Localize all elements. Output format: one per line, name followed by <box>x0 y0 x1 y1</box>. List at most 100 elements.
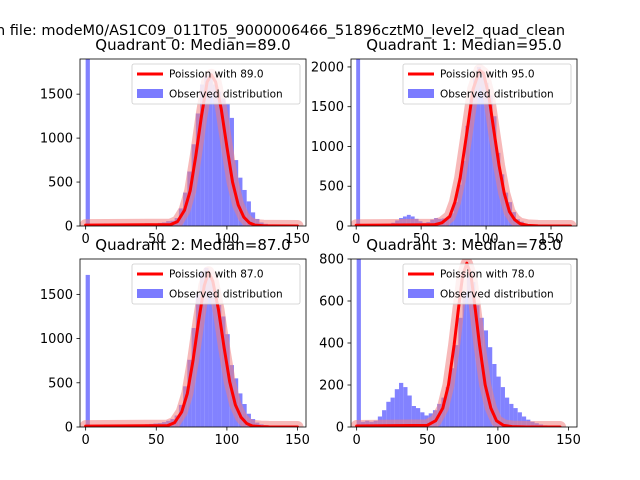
y-tick-label: 500 <box>319 180 344 195</box>
legend-hist-swatch <box>408 289 434 298</box>
legend-hist-swatch <box>408 89 434 98</box>
legend-poisson-label: Poission with 95.0 <box>440 69 535 81</box>
legend-hist-swatch <box>137 89 163 98</box>
y-tick-label: 1000 <box>40 332 73 347</box>
legend-poisson-label: Poission with 87.0 <box>169 269 264 281</box>
legend: Poission with 95.0 Observed distribution <box>402 63 572 105</box>
histogram-bar <box>465 125 470 226</box>
quadrant-0-title: Quadrant 0: Median=89.0 <box>95 36 290 54</box>
legend-hist-label: Observed distribution <box>169 89 283 101</box>
axes-frame <box>79 58 307 227</box>
histogram-bar <box>85 59 90 226</box>
x-tick-label: 0 <box>82 433 90 448</box>
x-tick-label: 50 <box>148 433 165 448</box>
histogram-bar <box>484 82 489 226</box>
legend-hist-label: Observed distribution <box>440 289 554 301</box>
x-tick-label: 150 <box>285 232 310 247</box>
legend-box <box>131 63 301 105</box>
histogram-bar <box>217 304 222 427</box>
histogram-bar <box>504 397 510 427</box>
legend-box <box>131 263 301 305</box>
x-tick-label: 50 <box>148 232 165 247</box>
y-tick-label: 1000 <box>40 132 73 147</box>
histogram-bar <box>458 317 463 427</box>
legend: Poission with 89.0 Observed distribution <box>131 63 301 105</box>
y-tick-label: 400 <box>319 337 344 352</box>
axes-frame <box>350 58 578 227</box>
histogram-bar <box>476 66 481 226</box>
histogram-bar <box>200 271 205 427</box>
histogram-bar <box>469 98 474 226</box>
histogram-bar <box>212 289 218 427</box>
legend-poisson-label: Poission with 78.0 <box>440 269 535 281</box>
legend-hist-swatch <box>137 289 163 298</box>
x-tick-label: 150 <box>539 232 564 247</box>
y-tick-label: 0 <box>65 421 73 436</box>
quadrant-1-title: Quadrant 1: Median=95.0 <box>366 36 561 54</box>
histogram-bar <box>403 387 408 427</box>
histogram-bar <box>386 401 391 427</box>
y-tick-label: 0 <box>336 220 344 235</box>
y-tick-label: 800 <box>319 253 344 268</box>
histogram-bar <box>496 376 501 427</box>
x-tick-label: 50 <box>419 433 436 448</box>
axes-frame <box>79 258 307 428</box>
y-tick-label: 1500 <box>40 88 73 103</box>
y-tick-label: 500 <box>48 176 73 191</box>
y-tick-label: 600 <box>319 295 344 310</box>
y-tick-label: 2000 <box>311 60 344 75</box>
histogram-bar <box>390 397 395 427</box>
histogram-bar <box>473 78 477 226</box>
y-tick-label: 1500 <box>40 288 73 303</box>
legend-poisson-label: Poission with 89.0 <box>169 69 264 81</box>
x-tick-label: 100 <box>214 433 239 448</box>
y-tick-label: 1500 <box>311 100 344 115</box>
histogram-bar <box>204 267 209 427</box>
histogram-bar <box>461 160 466 226</box>
quadrant-2-title: Quadrant 2: Median=87.0 <box>95 236 290 254</box>
histogram-bar <box>415 408 421 427</box>
histogram-bar <box>454 345 459 427</box>
x-tick-label: 0 <box>353 433 361 448</box>
histogram-bar <box>462 292 467 427</box>
y-tick-label: 500 <box>48 376 73 391</box>
x-tick-label: 100 <box>485 433 510 448</box>
histogram-bar <box>394 389 400 427</box>
x-tick-label: 150 <box>556 433 581 448</box>
histogram-bar <box>356 259 361 427</box>
histogram-bar <box>466 275 472 427</box>
histogram-bars <box>356 259 565 427</box>
histogram-bar <box>208 276 213 427</box>
x-tick-label: 100 <box>474 232 499 247</box>
x-tick-label: 150 <box>285 433 310 448</box>
histogram-bar <box>471 282 476 427</box>
histogram-bar <box>212 84 218 226</box>
histogram-bar <box>488 95 493 226</box>
histogram-bar <box>509 403 514 427</box>
histogram-bar <box>217 91 222 226</box>
histogram-bar <box>200 84 205 226</box>
histogram-bar <box>208 73 213 226</box>
legend: Poission with 78.0 Observed distribution <box>402 263 572 305</box>
legend-hist-label: Observed distribution <box>169 289 283 301</box>
histogram-bar <box>204 76 209 226</box>
x-tick-label: 0 <box>82 232 90 247</box>
x-tick-label: 100 <box>214 232 239 247</box>
histogram-bar <box>399 382 404 427</box>
x-tick-label: 50 <box>413 232 430 247</box>
x-tick-label: 0 <box>352 232 360 247</box>
histogram-bar <box>517 412 522 427</box>
histogram-bar <box>407 395 412 427</box>
histogram-bar <box>382 410 387 427</box>
histogram-bar <box>85 274 90 427</box>
histogram-bar <box>449 368 455 427</box>
y-tick-label: 1000 <box>311 140 344 155</box>
legend-hist-label: Observed distribution <box>440 89 554 101</box>
legend: Poission with 87.0 Observed distribution <box>131 263 301 305</box>
legend-box <box>402 263 572 305</box>
quadrant-3-chart: 0 50 100 150 0 200 400 600 800 Quadrant 3: Median… <box>319 236 581 448</box>
histogram-bar <box>500 387 505 427</box>
y-tick-label: 0 <box>336 421 344 436</box>
